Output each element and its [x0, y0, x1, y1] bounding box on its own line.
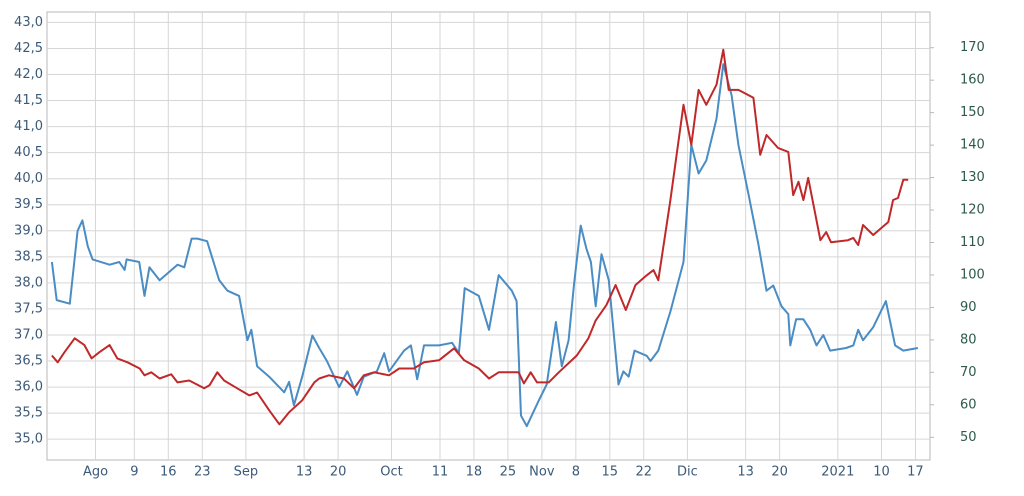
y2-tick-label: 50 — [960, 430, 977, 445]
y-tick-label: 40,5 — [14, 145, 43, 160]
x-tick-label: 20 — [330, 465, 347, 480]
y-tick-label: 43,0 — [14, 15, 43, 30]
x-tick-label: 20 — [771, 465, 788, 480]
y-tick-label: 35,0 — [14, 432, 43, 447]
y-tick-label: 35,5 — [14, 406, 43, 421]
y2-tick-label: 100 — [960, 267, 985, 282]
x-tick-label: 13 — [737, 465, 754, 480]
x-tick-label: 25 — [500, 465, 517, 480]
y-tick-label: 39,5 — [14, 197, 43, 212]
y-tick-label: 41,5 — [14, 93, 43, 108]
x-tick-label: Oct — [380, 465, 402, 480]
line-series — [50, 63, 919, 428]
y-tick-label: 40,0 — [14, 171, 43, 186]
x-tick-label: Sep — [234, 465, 259, 480]
y-tick-label: 41,0 — [14, 119, 43, 134]
x-tick-label: Ago — [83, 465, 108, 480]
y2-tick-label: 60 — [960, 397, 977, 412]
y2-tick-label: 140 — [960, 138, 985, 153]
y-tick-label: 36,5 — [14, 354, 43, 369]
x-tick-label: 11 — [432, 465, 449, 480]
x-tick-label: 17 — [907, 465, 924, 480]
y-tick-label: 38,5 — [14, 249, 43, 264]
y2-tick-label: 110 — [960, 235, 985, 250]
y-tick-label: 37,0 — [14, 327, 43, 342]
x-tick-label: Nov — [529, 465, 555, 480]
x-tick-label: Dic — [677, 465, 698, 480]
y-tick-label: 42,5 — [14, 41, 43, 56]
y-tick-label: 36,0 — [14, 380, 43, 395]
y2-tick-label: 120 — [960, 203, 985, 218]
plot-area — [46, 11, 931, 461]
x-tick-label: 22 — [635, 465, 652, 480]
y2-tick-label: 130 — [960, 170, 985, 185]
x-tick-label: 8 — [572, 465, 580, 480]
x-tick-label: 23 — [194, 465, 211, 480]
y-tick-label: 39,0 — [14, 223, 43, 238]
y2-tick-label: 170 — [960, 40, 985, 55]
y-tick-label: 38,0 — [14, 275, 43, 290]
line-series — [51, 48, 909, 426]
y2-tick-label: 150 — [960, 105, 985, 120]
y-tick-label: 37,5 — [14, 301, 43, 316]
x-tick-label: 16 — [160, 465, 177, 480]
x-tick-label: 10 — [873, 465, 890, 480]
x-tick-label: 18 — [466, 465, 483, 480]
x-tick-label: 13 — [296, 465, 313, 480]
y2-tick-label: 80 — [960, 332, 977, 347]
x-tick-label: 15 — [602, 465, 619, 480]
y2-tick-label: 160 — [960, 73, 985, 88]
x-tick-label: 9 — [130, 465, 138, 480]
y-tick-label: 42,0 — [14, 67, 43, 82]
x-tick-label: 2021 — [821, 465, 854, 480]
y2-tick-label: 70 — [960, 365, 977, 380]
y2-tick-label: 90 — [960, 300, 977, 315]
